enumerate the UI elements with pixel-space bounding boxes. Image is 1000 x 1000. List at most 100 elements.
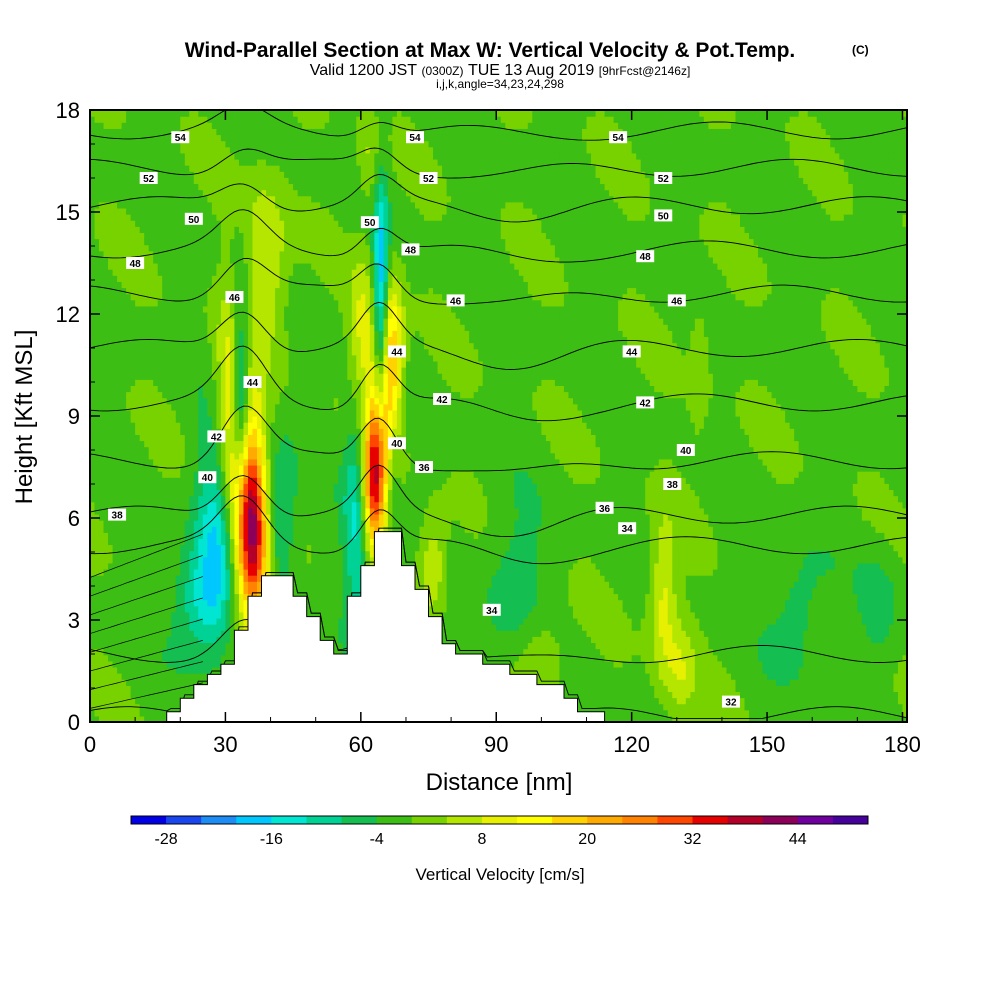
w-cell xyxy=(175,354,181,362)
w-cell xyxy=(144,422,150,429)
w-cell xyxy=(279,146,285,154)
w-cell xyxy=(220,177,227,185)
w-cell xyxy=(166,348,172,356)
w-cell xyxy=(193,562,199,570)
w-cell xyxy=(153,158,159,166)
w-cell xyxy=(220,183,227,191)
w-cell xyxy=(166,673,172,680)
w-cell xyxy=(126,428,132,435)
w-cell xyxy=(229,110,236,117)
w-cell xyxy=(175,195,181,203)
w-cell xyxy=(261,471,267,478)
w-cell xyxy=(270,330,276,338)
w-cell xyxy=(202,195,208,203)
w-cell xyxy=(216,263,222,270)
w-cell xyxy=(99,250,105,258)
w-cell xyxy=(216,250,222,258)
w-cell xyxy=(162,550,168,558)
w-cell xyxy=(252,214,258,221)
w-cell xyxy=(180,440,186,448)
w-cell xyxy=(225,538,231,546)
w-cell xyxy=(293,342,299,350)
w-cell xyxy=(270,128,276,136)
w-cell xyxy=(171,281,177,289)
w-cell xyxy=(112,281,118,289)
w-cell xyxy=(153,636,159,644)
w-cell xyxy=(229,238,236,246)
w-cell xyxy=(126,116,132,123)
w-cell xyxy=(99,654,105,662)
w-cell xyxy=(198,342,204,350)
w-cell xyxy=(94,538,100,546)
w-cell xyxy=(207,660,213,668)
w-cell xyxy=(171,110,177,117)
w-cell xyxy=(275,189,281,197)
w-cell xyxy=(99,501,105,509)
w-cell xyxy=(234,446,240,454)
w-cell xyxy=(148,520,154,527)
w-cell xyxy=(166,593,172,601)
w-cell xyxy=(247,367,254,374)
w-cell xyxy=(252,409,258,417)
w-cell xyxy=(275,409,281,417)
w-cell xyxy=(266,146,272,154)
w-cell xyxy=(216,128,222,136)
w-cell xyxy=(153,587,159,595)
w-cell xyxy=(234,281,240,289)
w-cell xyxy=(193,434,199,442)
w-cell xyxy=(94,642,100,650)
w-cell xyxy=(229,434,236,442)
w-cell xyxy=(112,336,118,344)
w-cell xyxy=(288,501,294,509)
w-cell xyxy=(284,299,290,307)
w-cell xyxy=(189,336,195,344)
w-cell xyxy=(189,630,195,637)
w-cell xyxy=(211,165,217,172)
w-cell xyxy=(171,440,177,448)
w-cell xyxy=(252,556,258,564)
w-cell xyxy=(90,703,96,711)
w-cell xyxy=(211,611,217,619)
w-cell xyxy=(90,324,96,331)
w-cell xyxy=(257,146,263,154)
w-cell xyxy=(117,446,123,454)
w-cell xyxy=(252,507,258,515)
w-cell xyxy=(288,422,294,429)
w-cell xyxy=(302,158,308,166)
w-cell xyxy=(238,263,245,270)
w-cell xyxy=(144,715,150,722)
w-cell xyxy=(171,220,177,227)
w-cell xyxy=(171,146,177,154)
w-cell xyxy=(126,152,132,160)
w-cell xyxy=(175,367,181,374)
w-cell xyxy=(126,293,132,301)
w-cell xyxy=(171,116,177,123)
w-cell xyxy=(108,263,114,270)
w-cell xyxy=(257,232,263,240)
w-cell xyxy=(126,593,132,601)
w-cell xyxy=(257,128,263,136)
w-cell xyxy=(252,428,258,435)
w-cell xyxy=(180,617,186,625)
w-cell xyxy=(135,611,141,619)
w-cell xyxy=(99,691,105,699)
w-cell xyxy=(162,458,168,466)
w-cell xyxy=(306,581,312,588)
w-cell xyxy=(148,422,154,429)
w-cell xyxy=(293,562,299,570)
w-cell xyxy=(266,385,272,393)
w-cell xyxy=(207,544,213,552)
w-cell xyxy=(180,464,186,472)
w-cell xyxy=(207,654,213,662)
w-cell xyxy=(229,624,236,631)
w-cell xyxy=(198,330,204,338)
w-cell xyxy=(229,165,236,172)
w-cell xyxy=(216,458,222,466)
w-cell xyxy=(306,360,312,368)
w-cell xyxy=(220,311,227,319)
w-cell xyxy=(112,446,118,454)
w-cell xyxy=(220,134,227,142)
w-cell xyxy=(261,195,267,203)
w-cell xyxy=(266,379,272,386)
w-cell xyxy=(121,440,127,448)
